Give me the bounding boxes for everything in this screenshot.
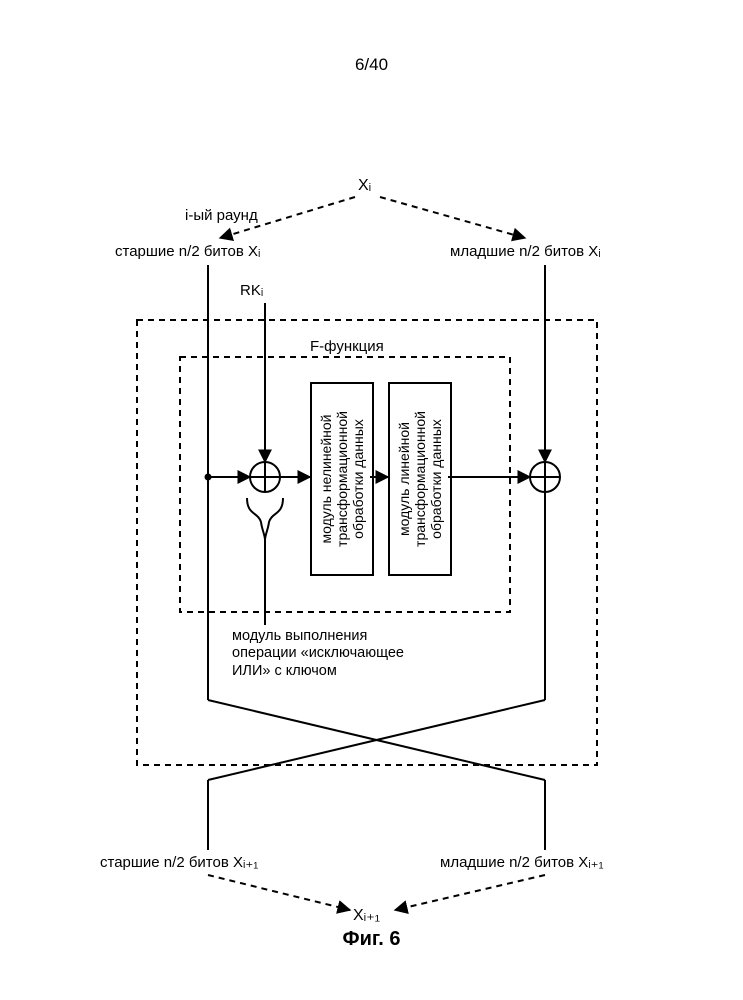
xi-split-right — [380, 197, 525, 238]
brace-icon — [247, 498, 283, 540]
diagram-svg — [0, 0, 743, 1000]
page: 6/40 Xᵢ i-ый раунд старшие n/2 битов Xᵢ … — [0, 0, 743, 1000]
merge-left — [208, 875, 350, 910]
merge-right — [395, 875, 545, 910]
round-box — [137, 320, 597, 765]
xi-split-left — [220, 197, 355, 238]
f-function-box — [180, 357, 510, 612]
